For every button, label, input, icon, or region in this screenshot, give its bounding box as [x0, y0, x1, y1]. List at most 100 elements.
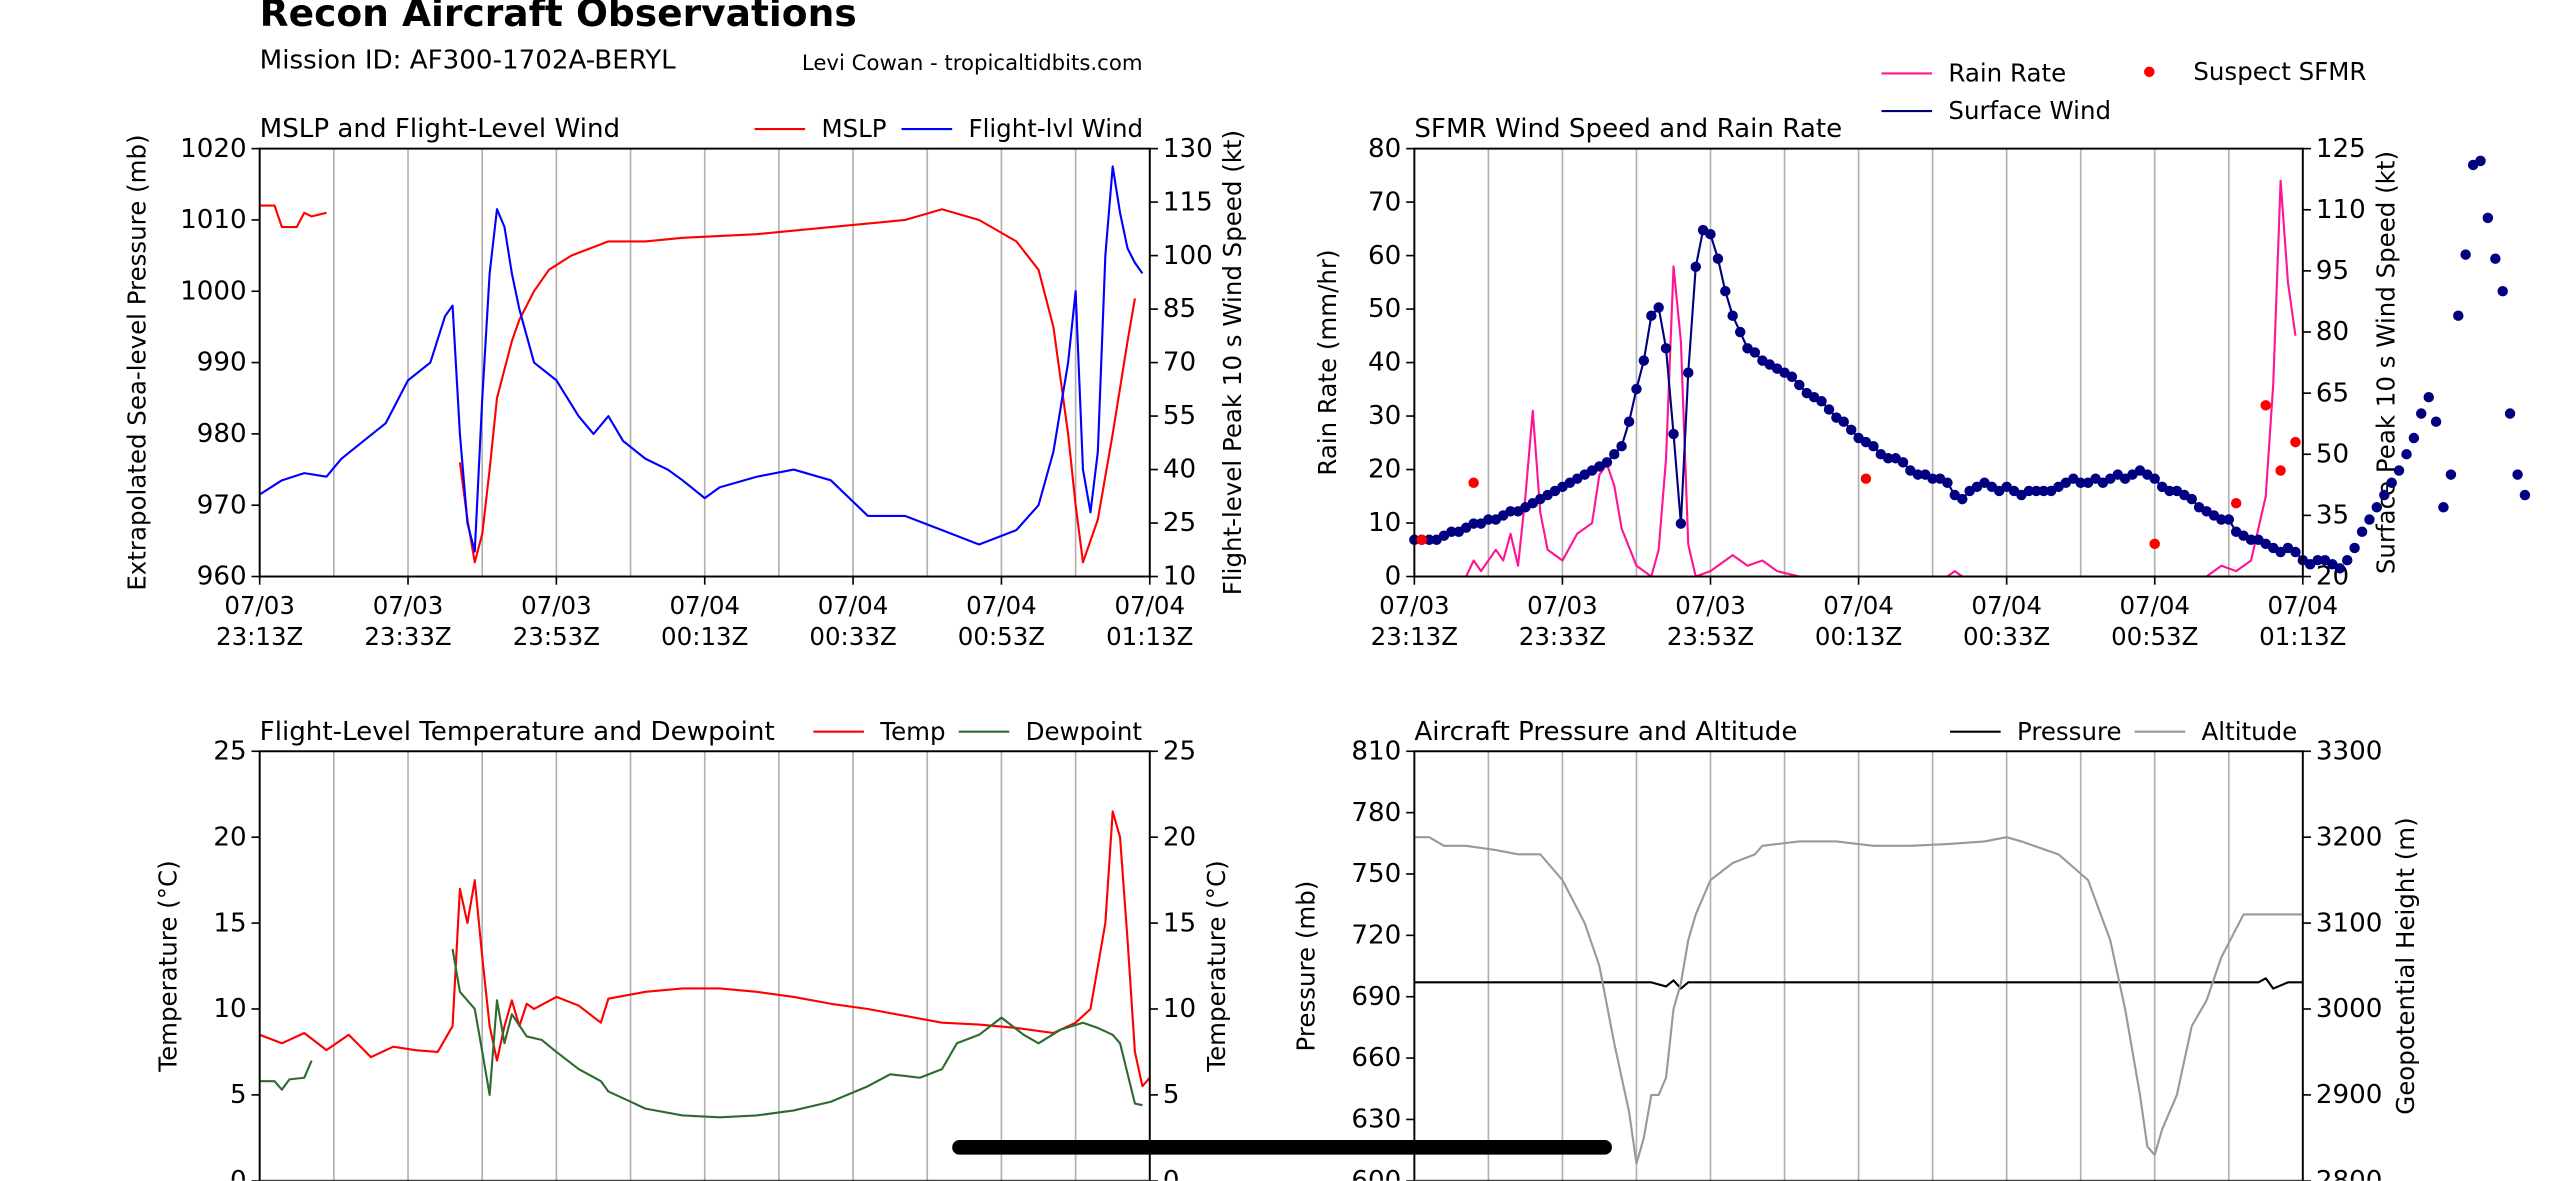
sfmr-data-point [2038, 485, 2049, 497]
sfmr-data-point [2482, 212, 2494, 224]
mission-id: Mission ID: AF300-1702A-BERYL [259, 44, 676, 76]
mslp-xtick-time: 23:53Z [513, 622, 600, 651]
sfmr-data-point [2149, 473, 2160, 484]
sfmr-data-point [2453, 310, 2464, 321]
sfmr-data-point [2415, 408, 2427, 419]
sfmr-data-point [1860, 473, 1872, 484]
alt-ytick-right-label: 2900 [2316, 1080, 2383, 1110]
sfmr-legend-label: Suspect SFMR [2193, 57, 2366, 86]
mslp-xtick-date: 07/04 [669, 591, 740, 620]
sfmr-ytick-label: 50 [1368, 294, 1401, 324]
sfmr-data-point [1838, 416, 1849, 427]
alt-ytick-label: 660 [1351, 1043, 1401, 1073]
mslp-ytick-label: 1020 [180, 134, 247, 164]
alt-ytick-label: 750 [1351, 859, 1401, 889]
sfmr-data-point [2164, 485, 2175, 497]
sfmr-data-point [2364, 514, 2375, 525]
sfmr-data-point [2371, 502, 2383, 513]
sfmr-data-point [1897, 457, 1909, 468]
sfmr-series-line [1414, 179, 2297, 577]
sfmr-title: SFMR Wind Speed and Rain Rate [1414, 114, 1842, 144]
alt-series-line [1414, 836, 2303, 1165]
temp-ytick-right-label: 0 [1163, 1166, 1180, 1181]
mslp-xtick-date: 07/03 [373, 591, 444, 620]
sfmr-legend-label: Surface Wind [1948, 96, 2111, 125]
sfmr-ytick-label: 10 [1368, 508, 1401, 538]
sfmr-data-point [2423, 391, 2434, 403]
sfmr-data-point [2075, 477, 2086, 489]
alt-legend-label: Pressure [2017, 717, 2122, 746]
mslp-ytick-right-label: 115 [1163, 187, 1213, 217]
alt-ytick-label: 720 [1351, 921, 1401, 951]
sfmr-data-point [2342, 554, 2353, 566]
temp-ytick-label: 0 [230, 1166, 247, 1181]
home-indicator-bar[interactable] [952, 1139, 1612, 1155]
temp-series-line [259, 1060, 313, 1091]
alt-series-line [1414, 977, 2303, 990]
mslp-ytick-label: 1010 [180, 205, 247, 235]
alt-frame [1413, 750, 2304, 1181]
temp-ytick-right-label: 5 [1163, 1080, 1180, 1110]
sfmr-xtick-date: 07/03 [1379, 591, 1450, 620]
mslp-xtick-date: 07/04 [1114, 591, 1185, 620]
sfmr-data-point [1816, 396, 1827, 407]
mslp-ylabel: Extrapolated Sea-level Pressure (mb) [122, 134, 151, 590]
mslp-xtick-date: 07/04 [966, 591, 1037, 620]
temp-legend-label: Dewpoint [1026, 717, 1143, 746]
sfmr-xtick-time: 00:53Z [2111, 622, 2198, 651]
sfmr-xtick-date: 07/03 [1527, 591, 1598, 620]
sfmr-data-point [1505, 506, 1516, 517]
sfmr-data-point [2356, 526, 2368, 537]
temp-ytick-right-label: 15 [1163, 908, 1196, 938]
sfmr-xtick-time: 00:13Z [1815, 622, 1902, 651]
sfmr-xtick-time: 23:53Z [1667, 622, 1754, 651]
sfmr-data-point [2023, 485, 2035, 497]
mslp-ytick-label: 980 [197, 419, 247, 449]
sfmr-ytick-right-label: 125 [2316, 134, 2366, 164]
sfmr-data-point [1468, 518, 1479, 529]
sfmr-data-point [1653, 302, 1664, 313]
sfmr-ytick-label: 30 [1368, 401, 1401, 431]
alt-ytick-label: 600 [1351, 1166, 1401, 1181]
sfmr-ytick-right-label: 50 [2316, 439, 2349, 469]
temp-ytick-label: 25 [213, 736, 246, 766]
sfmr-ytick-label: 60 [1368, 241, 1401, 271]
sfmr-ytick-right-label: 65 [2316, 378, 2349, 408]
alt-ytick-label: 780 [1351, 798, 1401, 828]
sfmr-data-point [2504, 408, 2516, 419]
sfmr-data-point [1446, 526, 1457, 537]
sfmr-data-point [1705, 228, 1716, 240]
sfmr-ytick-label: 0 [1385, 562, 1402, 592]
sfmr-data-point [1794, 379, 1805, 391]
mslp-ytick-label: 970 [197, 490, 247, 520]
sfmr-data-point [1786, 371, 1798, 383]
sfmr-data-point [2349, 542, 2360, 554]
temp-ytick-label: 20 [213, 822, 246, 852]
sfmr-data-point [2230, 497, 2242, 509]
mslp-xtick-time: 23:13Z [216, 622, 303, 651]
mslp-xtick-date: 07/03 [521, 591, 592, 620]
sfmr-data-point [2186, 493, 2197, 505]
alt-ytick-right-label: 3000 [2316, 994, 2383, 1024]
sfmr-data-point [2393, 465, 2405, 476]
sfmr-xtick-time: 01:13Z [2259, 622, 2346, 651]
sfmr-data-point [1823, 404, 1835, 415]
temp-ytick-right-label: 25 [1163, 736, 1196, 766]
temp-ytick-label: 15 [213, 908, 246, 938]
sfmr-ytick-right-label: 80 [2316, 317, 2349, 347]
sfmr-xtick-date: 07/04 [2268, 591, 2339, 620]
sfmr-data-point [2260, 400, 2271, 411]
alt-legend-label: Altitude [2202, 717, 2298, 746]
sfmr-data-point [2490, 253, 2501, 264]
mslp-ytick-right-label: 130 [1163, 134, 1213, 164]
mslp-xtick-time: 00:33Z [809, 622, 896, 651]
sfmr-data-point [1416, 534, 1427, 545]
sfmr-data-point [2408, 432, 2420, 444]
sfmr-xtick-time: 23:33Z [1519, 622, 1606, 651]
sfmr-data-point [1868, 440, 1879, 452]
mslp-xtick-date: 07/04 [818, 591, 889, 620]
alt-ytick-label: 810 [1351, 736, 1401, 766]
sfmr-data-point [1734, 326, 1746, 338]
